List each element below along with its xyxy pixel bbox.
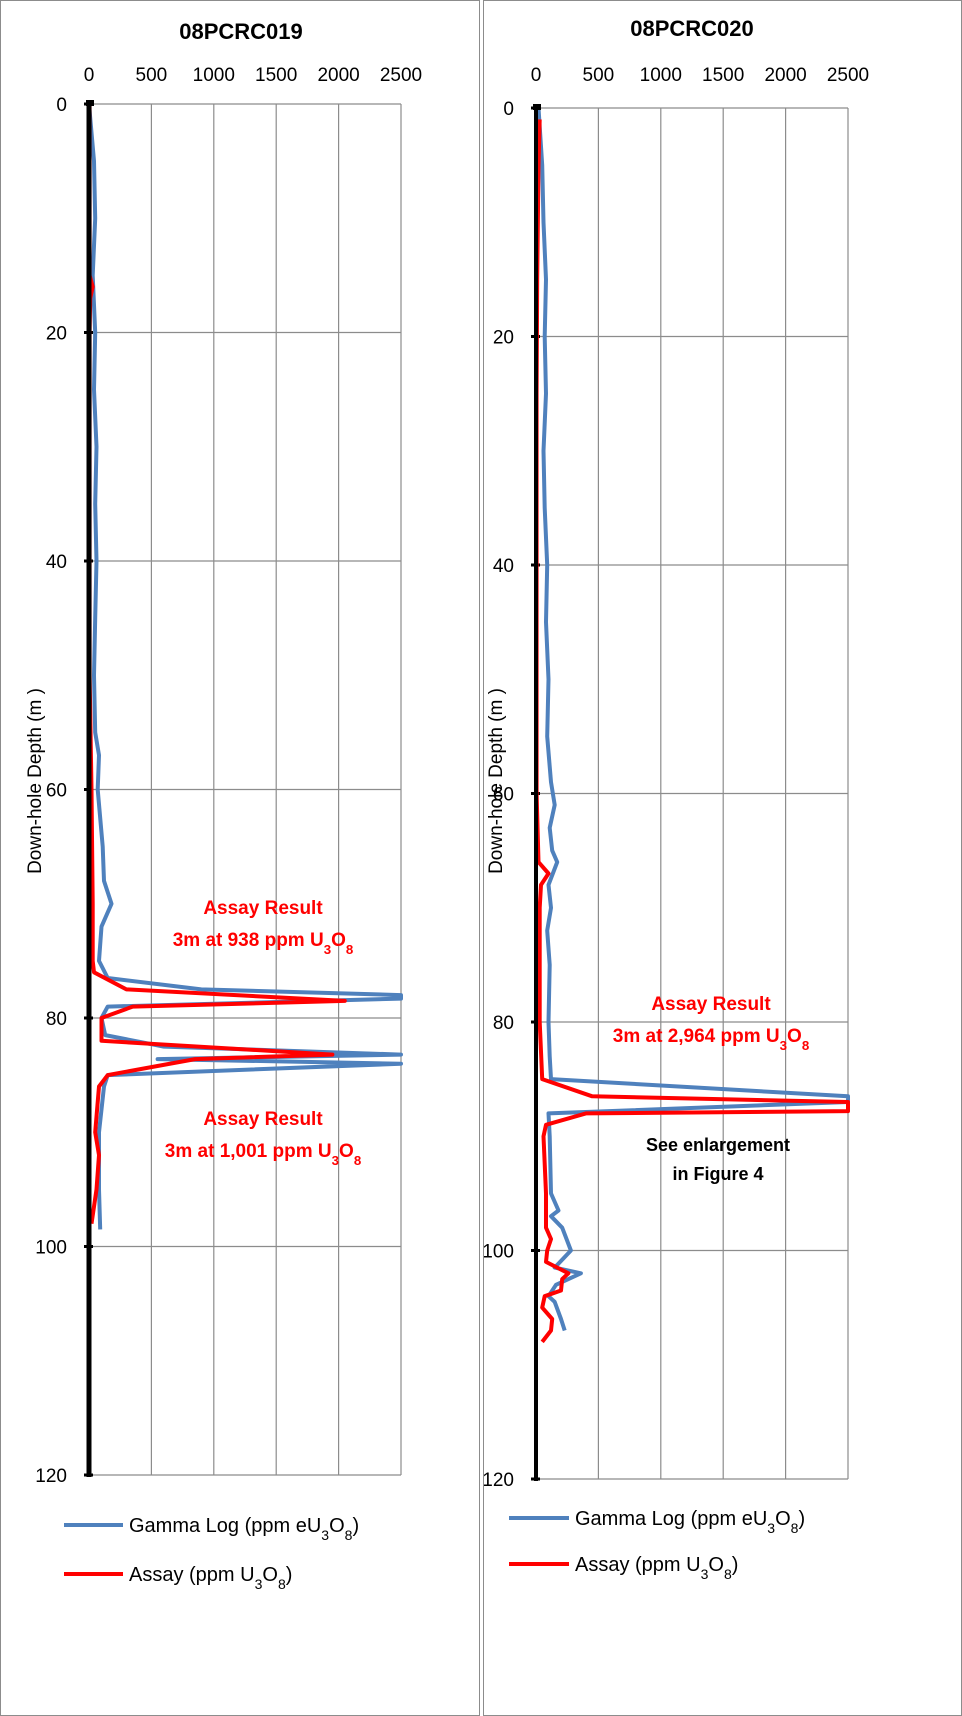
x-tick-label: 500: [583, 65, 615, 86]
legend-assay-label: Assay (ppm U3O8): [575, 1554, 738, 1582]
y-axis-title: Down-hole Depth (m ): [486, 688, 507, 874]
y-tick-label: 80: [493, 1013, 514, 1034]
x-tick-label: 0: [531, 65, 542, 86]
chart-svg-08PCRC019: 08PCRC019 0 500 1000 1500 2000 2500 0 20 40 60 80 10…: [25, 19, 422, 1592]
y-tick-label: 20: [493, 328, 514, 349]
assay-result-annotation-value: 3m at 938 ppm U3O8: [173, 930, 354, 957]
x-tick-label: 0: [84, 65, 95, 86]
chart-panel-08PCRC019: 08PCRC019 0 500 1000 1500 2000 2500 0 20 40 60 80 10…: [0, 0, 480, 1716]
gamma-log-series-line: [536, 107, 850, 1332]
assay-result-annotation-title: Assay Result: [651, 994, 771, 1015]
assay-series-line: [87, 104, 347, 1224]
y-tick-label: 60: [46, 781, 67, 802]
chart-title: 08PCRC019: [179, 19, 303, 44]
y-tick-label: 0: [503, 99, 514, 120]
gamma-log-series-line: [87, 103, 403, 1230]
x-tick-label: 2000: [317, 65, 359, 86]
y-tick-label: 120: [35, 1466, 67, 1487]
assay-result-annotation-title: Assay Result: [203, 1109, 323, 1130]
x-tick-label: 1500: [255, 65, 297, 86]
enlargement-note-line1: See enlargement: [646, 1135, 790, 1155]
y-tick-label: 100: [484, 1242, 514, 1263]
x-tick-label: 1500: [702, 65, 744, 86]
chart-svg-08PCRC020: 08PCRC020 0 500 1000 1500 2000 2500 0 20 40 60 80 10…: [484, 16, 869, 1582]
y-tick-label: 80: [46, 1009, 67, 1030]
x-tick-label: 2000: [764, 65, 806, 86]
y-tick-label: 100: [35, 1238, 67, 1259]
assay-result-annotation-value: 3m at 1,001 ppm U3O8: [165, 1141, 361, 1168]
assay-result-annotation-value: 3m at 2,964 ppm U3O8: [613, 1026, 809, 1053]
chart-panel-08PCRC020: 08PCRC020 0 500 1000 1500 2000 2500 0 20 40 60 80 10…: [483, 0, 962, 1716]
y-axis-top-cap: [533, 104, 541, 110]
chart-title: 08PCRC020: [630, 16, 754, 41]
x-tick-label: 2500: [827, 65, 869, 86]
legend-gamma-label: Gamma Log (ppm eU3O8): [129, 1515, 359, 1543]
x-tick-label: 2500: [380, 65, 422, 86]
assay-result-annotation-title: Assay Result: [203, 898, 323, 919]
x-tick-label: 1000: [640, 65, 682, 86]
legend-gamma-label: Gamma Log (ppm eU3O8): [575, 1508, 805, 1536]
x-tick-label: 1000: [193, 65, 235, 86]
y-tick-label: 40: [46, 552, 67, 573]
y-axis-title: Down-hole Depth (m ): [25, 688, 46, 874]
y-tick-label: 20: [46, 324, 67, 345]
y-axis-top-cap: [86, 100, 94, 106]
y-tick-label: 120: [484, 1470, 514, 1491]
enlargement-note-line2: in Figure 4: [672, 1164, 763, 1184]
x-tick-label: 500: [136, 65, 168, 86]
legend-assay-label: Assay (ppm U3O8): [129, 1564, 292, 1592]
y-tick-label: 40: [493, 556, 514, 577]
assay-series-line: [534, 119, 850, 1344]
y-tick-label: 0: [56, 95, 67, 116]
y-tick-label: 60: [493, 785, 514, 806]
